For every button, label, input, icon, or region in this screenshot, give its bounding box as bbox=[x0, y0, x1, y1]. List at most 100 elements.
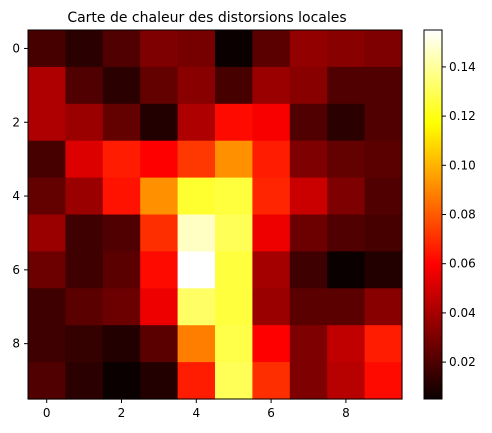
heatmap-cell bbox=[65, 66, 104, 105]
heatmap-cell bbox=[140, 325, 179, 363]
heatmap-cell bbox=[140, 288, 179, 326]
heatmap-cell bbox=[177, 103, 216, 142]
heatmap-cell bbox=[102, 30, 141, 68]
heatmap-cell bbox=[65, 103, 104, 142]
heatmap-cell bbox=[65, 177, 104, 216]
heatmap-cell bbox=[102, 66, 141, 105]
heatmap-cell bbox=[364, 214, 403, 252]
heatmap-cell bbox=[215, 325, 253, 363]
heatmap-cell bbox=[140, 251, 179, 289]
heatmap-cell bbox=[177, 66, 216, 105]
heatmap-cell bbox=[252, 103, 291, 142]
colorbar-tick-label: 0.02 bbox=[449, 355, 476, 369]
x-axis: 0 2 4 6 8 bbox=[43, 399, 350, 420]
heatmap-cell bbox=[364, 66, 403, 105]
heatmap-cell bbox=[177, 177, 216, 216]
heatmap-cell bbox=[252, 30, 291, 68]
heatmap-cell bbox=[364, 140, 403, 179]
heatmap-cell bbox=[140, 177, 179, 216]
x-tick-label: 4 bbox=[192, 406, 200, 420]
heatmap-cell bbox=[28, 251, 66, 289]
colorbar-tick-label: 0.14 bbox=[449, 60, 476, 74]
y-tick-label: 4 bbox=[12, 189, 20, 203]
heatmap-cell bbox=[177, 30, 216, 68]
heatmap-cell bbox=[28, 140, 66, 179]
heatmap-cell bbox=[65, 362, 104, 400]
heatmap-cell bbox=[102, 325, 141, 363]
colorbar-tick-label: 0.08 bbox=[449, 208, 476, 222]
heatmap-cell bbox=[102, 288, 141, 326]
colorbar-axis: 0.02 0.04 0.06 0.08 0.10 0.12 0.14 bbox=[442, 60, 476, 369]
heatmap-cell bbox=[364, 251, 403, 289]
y-tick-label: 6 bbox=[12, 263, 20, 277]
heatmap-cell bbox=[364, 103, 403, 142]
colorbar-tick-label: 0.06 bbox=[449, 257, 476, 271]
heatmap-cell bbox=[215, 30, 253, 68]
heatmap-cell bbox=[177, 362, 216, 400]
heatmap-cell bbox=[215, 251, 253, 289]
colorbar-tick-label: 0.12 bbox=[449, 109, 476, 123]
heatmap-cell bbox=[252, 288, 291, 326]
y-tick-label: 8 bbox=[12, 337, 20, 351]
heatmap-cell bbox=[177, 140, 216, 179]
heatmap-cell bbox=[215, 103, 253, 142]
heatmap-cell bbox=[102, 177, 141, 216]
heatmap-cell bbox=[364, 362, 403, 400]
colorbar bbox=[424, 30, 442, 399]
heatmap-cell bbox=[177, 325, 216, 363]
x-tick-label: 2 bbox=[118, 406, 126, 420]
heatmap-cell bbox=[28, 103, 66, 142]
heatmap-cell bbox=[177, 288, 216, 326]
heatmap-cell bbox=[327, 214, 366, 252]
heatmap-cell bbox=[140, 140, 179, 179]
heatmap-cell bbox=[215, 66, 253, 105]
heatmap-cell bbox=[327, 140, 366, 179]
heatmap-cell bbox=[215, 362, 253, 400]
y-axis: 0 2 4 6 8 bbox=[12, 41, 28, 351]
heatmap-cell bbox=[28, 325, 66, 363]
heatmap-cell bbox=[327, 325, 366, 363]
y-tick-label: 2 bbox=[12, 115, 20, 129]
heatmap-cell bbox=[289, 288, 328, 326]
heatmap-cell bbox=[327, 30, 366, 68]
heatmap-cell bbox=[28, 177, 66, 216]
heatmap-cell bbox=[364, 30, 403, 68]
heatmap-cell bbox=[28, 362, 66, 400]
heatmap-cell bbox=[215, 214, 253, 252]
heatmap-cell bbox=[65, 140, 104, 179]
heatmap-cell bbox=[364, 325, 403, 363]
heatmap-cell bbox=[289, 251, 328, 289]
heatmap-cell bbox=[364, 288, 403, 326]
heatmap-cell bbox=[289, 30, 328, 68]
heatmap-cell bbox=[140, 214, 179, 252]
heatmap-cell bbox=[252, 362, 291, 400]
chart-title: Carte de chaleur des distorsions locales bbox=[67, 10, 346, 26]
x-tick-label: 0 bbox=[43, 406, 51, 420]
heatmap-cell bbox=[327, 288, 366, 326]
heatmap-cell bbox=[140, 66, 179, 105]
heatmap-cell bbox=[28, 66, 66, 105]
heatmap-cell bbox=[65, 325, 104, 363]
plot-frame bbox=[27, 29, 403, 400]
heatmap-cell bbox=[289, 325, 328, 363]
heatmap-cell bbox=[28, 214, 66, 252]
heatmap-cell bbox=[252, 177, 291, 216]
heatmap-cell bbox=[102, 214, 141, 252]
heatmap-cell bbox=[140, 362, 179, 400]
heatmap-cell bbox=[28, 288, 66, 326]
colorbar-tick-label: 0.04 bbox=[449, 306, 476, 320]
heatmap-cell bbox=[65, 251, 104, 289]
heatmap-cell bbox=[65, 214, 104, 252]
heatmap-cell bbox=[327, 103, 366, 142]
heatmap-cell bbox=[327, 251, 366, 289]
colorbar-tick-label: 0.10 bbox=[449, 158, 476, 172]
x-tick-label: 8 bbox=[342, 406, 350, 420]
x-tick-label: 6 bbox=[267, 406, 275, 420]
heatmap-cell bbox=[289, 214, 328, 252]
heatmap-cell bbox=[140, 103, 179, 142]
heatmap-cell bbox=[177, 214, 216, 252]
heatmap-cell bbox=[289, 140, 328, 179]
heatmap-cell bbox=[327, 362, 366, 400]
heatmap-cell bbox=[215, 288, 253, 326]
